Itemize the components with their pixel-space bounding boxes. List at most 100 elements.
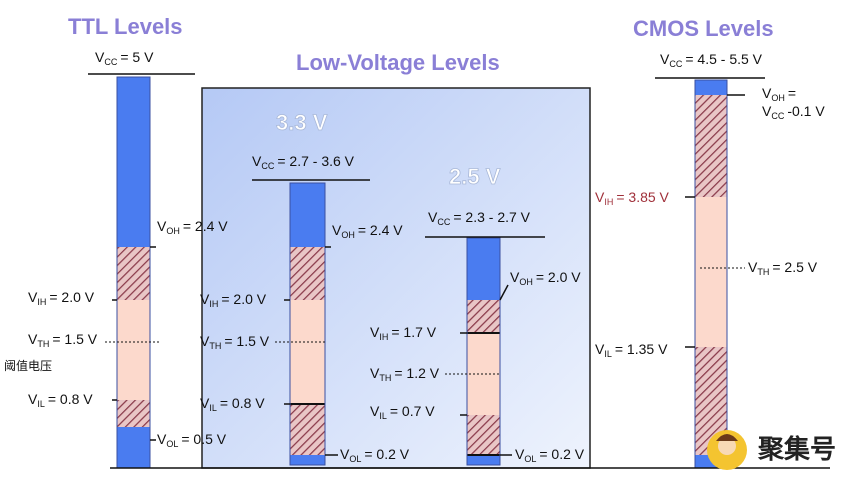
v33-bar — [289, 182, 326, 466]
label-value: = 0.8 V — [220, 395, 265, 411]
label-value: = 5 V — [120, 49, 154, 65]
label-sub: OH — [166, 226, 180, 236]
label-sub: OL — [524, 454, 536, 464]
label-value: = 0.8 V — [48, 391, 93, 407]
level-label: VOH = 2.0 V — [510, 269, 581, 287]
level-label: VCC = 4.5 - 5.5 V — [660, 51, 763, 69]
cmos-title: CMOS Levels — [633, 16, 774, 41]
label-symbol: V — [510, 269, 520, 285]
label-value: = 3.85 V — [616, 189, 669, 205]
label-value: = 2.4 V — [183, 218, 228, 234]
label-symbol: V — [762, 103, 772, 119]
ttl-bar — [116, 76, 151, 469]
label-sub: IH — [209, 299, 218, 309]
level-label: VCC = 5 V — [95, 49, 154, 67]
label-sub: OL — [166, 439, 178, 449]
label-symbol: V — [28, 391, 38, 407]
label-sub: TH — [757, 267, 769, 277]
ttl-title: TTL Levels — [68, 14, 183, 39]
low-voltage-title: Low-Voltage Levels — [296, 50, 500, 75]
label-sub: IH — [379, 332, 388, 342]
cmos-bar — [694, 79, 728, 469]
label-symbol: V — [28, 331, 38, 347]
label-value: = 2.0 V — [221, 291, 266, 307]
label-symbol: V — [515, 446, 525, 462]
label-symbol: V — [660, 51, 670, 67]
label-value: = 1.7 V — [391, 324, 436, 340]
label-sub: IL — [379, 411, 387, 421]
level-label: VIH = 1.7 V — [370, 324, 437, 342]
label-sub: OH — [771, 93, 785, 103]
watermark-icon — [707, 430, 747, 470]
label-symbol: V — [428, 209, 438, 225]
label-sub: CC — [669, 59, 682, 69]
level-label: VTH = 1.5 V — [28, 331, 98, 349]
level-label: VIL = 0.8 V — [28, 391, 93, 409]
label-value: -0.1 V — [787, 103, 825, 119]
level-label: VCC -0.1 V — [762, 103, 825, 121]
watermark: 聚集号 — [757, 434, 836, 464]
label-symbol: V — [748, 259, 758, 275]
threshold-note: 阈值电压 — [4, 358, 52, 373]
label-sub: TH — [379, 373, 391, 383]
label-sub: CC — [771, 111, 784, 121]
level-label: VOL = 0.2 V — [340, 446, 410, 464]
label-value: = 1.2 V — [394, 365, 439, 381]
label-symbol: V — [157, 218, 167, 234]
label-sub: IL — [37, 399, 45, 409]
level-label: VIH = 2.0 V — [28, 289, 95, 307]
label-symbol: V — [332, 222, 342, 238]
label-value: = 2.4 V — [358, 222, 403, 238]
label-value: = 2.7 - 3.6 V — [277, 153, 354, 169]
level-label: VIL = 1.35 V — [595, 341, 668, 359]
level-label: VOH = — [762, 85, 796, 103]
label-sub: CC — [261, 161, 274, 171]
label-symbol: V — [340, 446, 350, 462]
label-symbol: V — [595, 189, 605, 205]
level-label: VTH = 1.5 V — [200, 333, 270, 351]
level-label: VTH = 1.2 V — [370, 365, 440, 383]
label-symbol: V — [762, 85, 772, 101]
label-sub: TH — [37, 339, 49, 349]
v33-heading: 3.3 V — [276, 110, 328, 135]
label-value: = 0.7 V — [390, 403, 435, 419]
label-value: = 0.2 V — [364, 446, 409, 462]
label-sub: IL — [209, 403, 217, 413]
label-symbol: V — [200, 291, 210, 307]
label-sub: IL — [604, 349, 612, 359]
label-value: = 0.2 V — [539, 446, 584, 462]
label-symbol: V — [370, 403, 380, 419]
label-sub: OH — [519, 277, 533, 287]
level-label: VIH = 2.0 V — [200, 291, 267, 309]
level-label: VOL = 0.5 V — [157, 431, 227, 449]
threshold-lines — [105, 267, 745, 375]
label-sub: OH — [341, 230, 355, 240]
label-sub: CC — [104, 57, 117, 67]
level-label: VCC = 2.3 - 2.7 V — [428, 209, 531, 227]
level-label: VCC = 2.7 - 3.6 V — [252, 153, 355, 171]
label-value: = — [788, 85, 796, 101]
label-value: = 1.5 V — [224, 333, 269, 349]
v25-bar — [466, 237, 501, 466]
label-symbol: V — [252, 153, 262, 169]
v25-heading: 2.5 V — [449, 164, 501, 189]
label-value: = 2.3 - 2.7 V — [453, 209, 530, 225]
label-sub: OL — [349, 454, 361, 464]
level-label: VOL = 0.2 V — [515, 446, 585, 464]
label-symbol: V — [157, 431, 167, 447]
label-symbol: V — [370, 324, 380, 340]
label-value: = 1.5 V — [52, 331, 97, 347]
low-voltage-panel — [201, 87, 591, 469]
label-sub: CC — [437, 217, 450, 227]
label-value: = 0.5 V — [181, 431, 226, 447]
level-label: VIL = 0.8 V — [200, 395, 265, 413]
label-value: = 1.35 V — [615, 341, 668, 357]
level-label: VOH = 2.4 V — [332, 222, 403, 240]
label-value: = 2.0 V — [536, 269, 581, 285]
level-label: VIH = 3.85 V — [595, 189, 670, 207]
level-label: VOH = 2.4 V — [157, 218, 228, 236]
label-symbol: V — [370, 365, 380, 381]
level-lines — [88, 73, 830, 469]
label-value: = 4.5 - 5.5 V — [685, 51, 762, 67]
